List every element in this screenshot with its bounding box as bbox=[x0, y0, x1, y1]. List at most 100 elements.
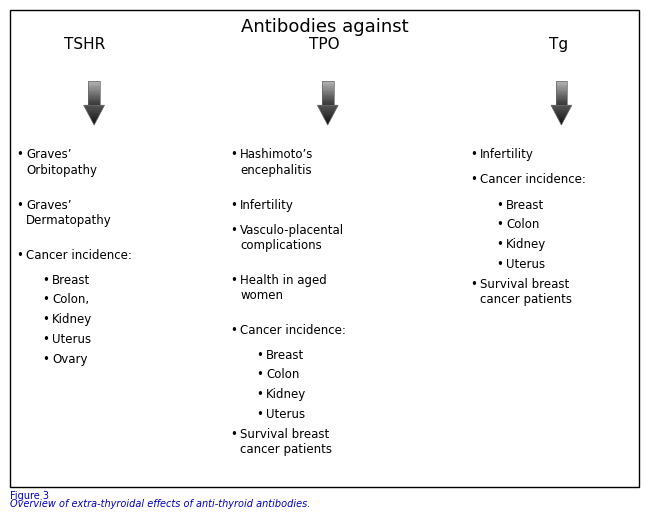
Text: Breast: Breast bbox=[266, 349, 304, 362]
Text: •: • bbox=[256, 408, 263, 421]
Text: •: • bbox=[496, 218, 503, 231]
Polygon shape bbox=[326, 122, 329, 123]
Polygon shape bbox=[319, 107, 337, 108]
Text: Vasculo-placental
complications: Vasculo-placental complications bbox=[240, 224, 344, 252]
Text: Kidney: Kidney bbox=[506, 238, 546, 251]
Text: •: • bbox=[230, 148, 237, 162]
Bar bbox=[88, 92, 100, 93]
Polygon shape bbox=[84, 106, 104, 107]
Text: TSHR: TSHR bbox=[64, 37, 105, 52]
Polygon shape bbox=[93, 122, 95, 123]
Polygon shape bbox=[90, 117, 98, 118]
Text: •: • bbox=[496, 258, 503, 271]
Polygon shape bbox=[555, 112, 568, 113]
Text: Uterus: Uterus bbox=[266, 408, 305, 421]
Polygon shape bbox=[92, 120, 97, 121]
Text: •: • bbox=[42, 313, 49, 326]
Bar bbox=[556, 96, 567, 97]
Polygon shape bbox=[322, 114, 334, 115]
Polygon shape bbox=[552, 108, 570, 109]
Polygon shape bbox=[557, 116, 566, 117]
Polygon shape bbox=[552, 106, 571, 107]
Bar bbox=[556, 103, 567, 104]
Bar bbox=[88, 97, 100, 98]
Bar bbox=[88, 91, 100, 92]
Text: •: • bbox=[16, 148, 23, 162]
Polygon shape bbox=[560, 123, 563, 124]
Text: Uterus: Uterus bbox=[52, 333, 91, 346]
Text: Survival breast
cancer patients: Survival breast cancer patients bbox=[240, 428, 332, 456]
Bar bbox=[556, 94, 567, 95]
Text: Hashimoto’s
encephalitis: Hashimoto’s encephalitis bbox=[240, 148, 313, 177]
Polygon shape bbox=[86, 110, 102, 111]
Polygon shape bbox=[324, 118, 332, 119]
Text: Tg: Tg bbox=[548, 37, 568, 52]
Bar bbox=[322, 93, 334, 94]
Bar bbox=[88, 82, 100, 83]
Text: •: • bbox=[42, 333, 49, 346]
Bar bbox=[556, 89, 567, 90]
Bar bbox=[322, 90, 334, 91]
Polygon shape bbox=[92, 121, 96, 122]
Bar bbox=[556, 92, 567, 93]
Bar bbox=[322, 102, 334, 103]
Text: •: • bbox=[256, 388, 263, 401]
Bar bbox=[322, 83, 334, 84]
Polygon shape bbox=[554, 110, 569, 111]
Text: Infertility: Infertility bbox=[240, 199, 294, 212]
Polygon shape bbox=[558, 119, 565, 120]
Bar bbox=[88, 98, 100, 100]
Polygon shape bbox=[87, 111, 101, 112]
Text: Health in aged
women: Health in aged women bbox=[240, 274, 327, 302]
Polygon shape bbox=[556, 114, 567, 115]
Bar bbox=[556, 83, 567, 84]
Polygon shape bbox=[88, 114, 100, 115]
Text: •: • bbox=[230, 199, 237, 212]
Bar bbox=[556, 104, 567, 105]
Text: •: • bbox=[470, 173, 477, 187]
Text: Breast: Breast bbox=[52, 274, 90, 287]
Polygon shape bbox=[557, 117, 565, 118]
Bar bbox=[556, 98, 567, 100]
Bar bbox=[322, 100, 334, 101]
Polygon shape bbox=[90, 118, 98, 119]
Polygon shape bbox=[325, 120, 330, 121]
Bar bbox=[88, 84, 100, 85]
Polygon shape bbox=[86, 109, 103, 110]
Polygon shape bbox=[556, 115, 567, 116]
Bar bbox=[556, 102, 567, 103]
Bar bbox=[88, 90, 100, 91]
Text: •: • bbox=[230, 274, 237, 287]
Text: •: • bbox=[496, 199, 503, 212]
Polygon shape bbox=[321, 113, 334, 114]
Polygon shape bbox=[553, 109, 570, 110]
Bar bbox=[556, 86, 567, 88]
Text: •: • bbox=[256, 368, 263, 381]
Polygon shape bbox=[91, 119, 97, 120]
Bar bbox=[322, 86, 334, 88]
Text: •: • bbox=[470, 148, 477, 162]
Bar bbox=[322, 81, 334, 82]
Bar bbox=[88, 89, 100, 90]
Bar bbox=[556, 81, 567, 105]
Text: Overview of extra-thyroidal effects of anti-thyroid antibodies.: Overview of extra-thyroidal effects of a… bbox=[10, 499, 310, 509]
Polygon shape bbox=[324, 117, 332, 118]
Polygon shape bbox=[555, 113, 568, 114]
Bar bbox=[556, 97, 567, 98]
Bar bbox=[88, 96, 100, 97]
Bar bbox=[556, 95, 567, 96]
Text: •: • bbox=[42, 353, 49, 366]
Polygon shape bbox=[554, 111, 569, 112]
Bar bbox=[322, 85, 334, 86]
Text: •: • bbox=[42, 274, 49, 287]
Polygon shape bbox=[324, 119, 331, 120]
Polygon shape bbox=[552, 107, 570, 108]
Bar bbox=[88, 88, 100, 89]
Polygon shape bbox=[327, 124, 328, 125]
Polygon shape bbox=[88, 113, 101, 114]
Polygon shape bbox=[559, 121, 563, 122]
Text: Kidney: Kidney bbox=[266, 388, 306, 401]
Polygon shape bbox=[90, 116, 99, 117]
Bar bbox=[88, 81, 100, 105]
Bar bbox=[556, 90, 567, 91]
